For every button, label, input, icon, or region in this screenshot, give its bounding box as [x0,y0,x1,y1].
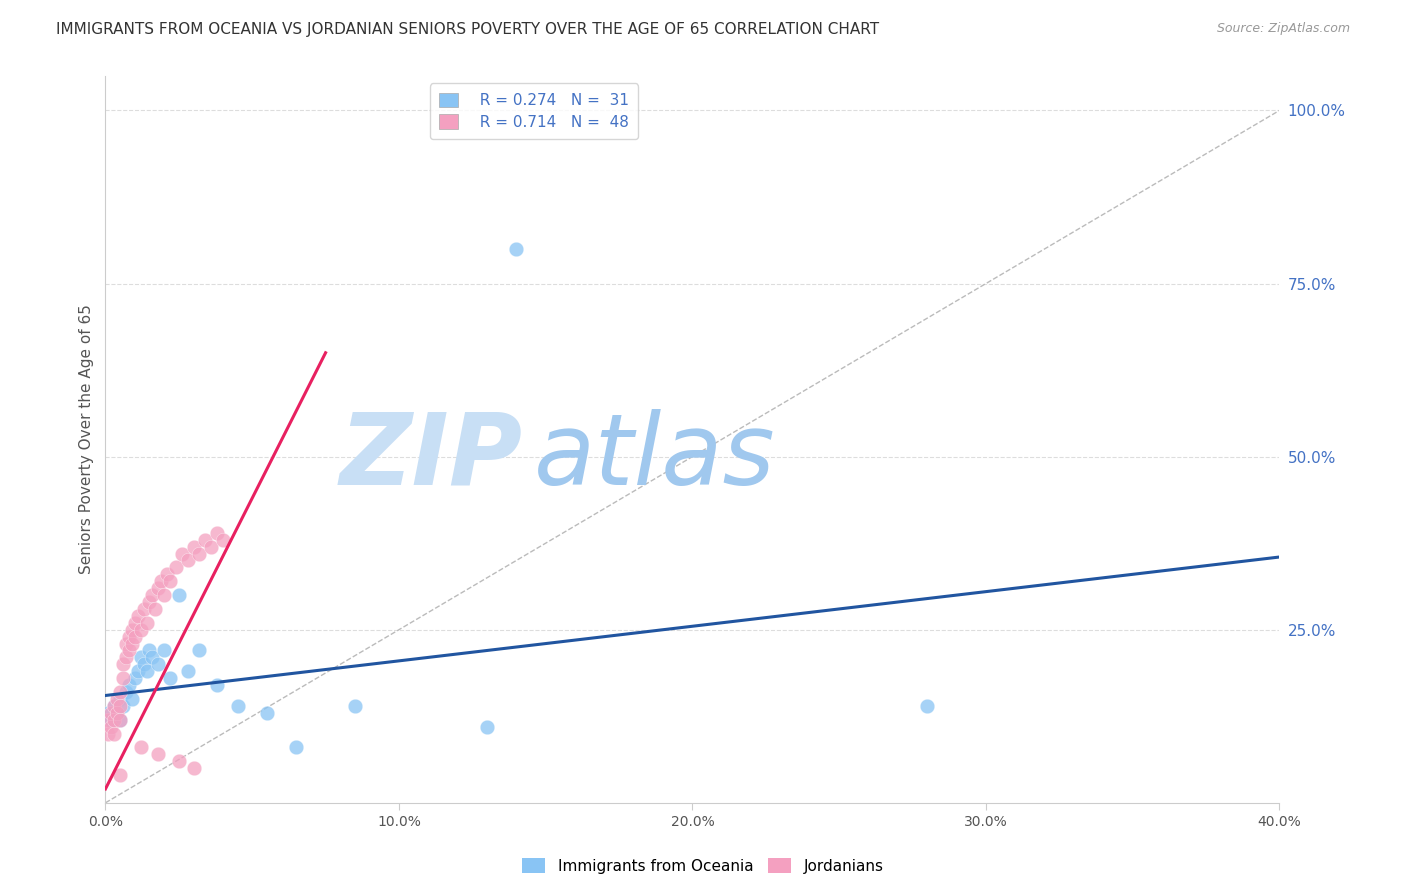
Point [170,547,193,561]
Point [118,678,141,692]
Point [124,615,146,630]
Point [103,726,125,740]
Point [141,650,163,665]
Point [100,720,122,734]
Point [505,242,527,256]
Point [108,698,131,713]
Point [211,533,233,547]
Point [118,630,141,644]
Point [108,692,131,706]
Point [100,713,122,727]
Point [103,698,125,713]
Point [143,602,166,616]
Point [103,698,125,713]
Point [97,706,120,720]
Point [148,657,170,672]
Point [129,650,152,665]
Point [115,636,138,650]
Point [205,678,228,692]
Point [285,740,308,755]
Point [97,726,120,740]
Point [159,574,181,589]
Point [917,698,939,713]
Point [138,643,160,657]
Legend:   R = 0.274   N =  31,   R = 0.714   N =  48: R = 0.274 N = 31, R = 0.714 N = 48 [430,84,638,139]
Point [127,608,149,623]
Point [167,754,190,768]
Point [194,533,217,547]
Point [475,720,498,734]
Point [200,540,222,554]
Point [115,685,138,699]
Point [108,713,131,727]
Point [156,567,179,582]
Point [132,602,155,616]
Point [188,547,211,561]
Point [165,560,187,574]
Point [108,713,131,727]
Point [176,553,198,567]
Point [112,671,135,685]
Point [127,665,149,679]
Point [132,657,155,672]
Legend: Immigrants from Oceania, Jordanians: Immigrants from Oceania, Jordanians [516,852,890,880]
Point [176,665,198,679]
Point [112,698,135,713]
Point [141,588,163,602]
Point [105,692,128,706]
Point [121,623,143,637]
Point [108,768,131,782]
Point [121,692,143,706]
Point [148,747,170,762]
Point [138,595,160,609]
Point [153,588,176,602]
Point [103,713,125,727]
Point [105,706,128,720]
Point [343,698,366,713]
Point [108,685,131,699]
Point [188,643,211,657]
Point [205,525,228,540]
Point [135,665,157,679]
Text: ZIP: ZIP [339,409,522,506]
Y-axis label: Seniors Poverty Over the Age of 65: Seniors Poverty Over the Age of 65 [79,304,94,574]
Point [135,615,157,630]
Text: atlas: atlas [534,409,776,506]
Point [100,706,122,720]
Point [226,698,249,713]
Point [183,761,205,775]
Point [256,706,278,720]
Point [129,740,152,755]
Point [121,636,143,650]
Point [118,643,141,657]
Point [148,581,170,595]
Point [129,623,152,637]
Point [124,630,146,644]
Text: Source: ZipAtlas.com: Source: ZipAtlas.com [1216,22,1350,36]
Point [97,713,120,727]
Point [112,657,135,672]
Point [159,671,181,685]
Point [167,588,190,602]
Point [183,540,205,554]
Point [124,671,146,685]
Point [153,643,176,657]
Text: IMMIGRANTS FROM OCEANIA VS JORDANIAN SENIORS POVERTY OVER THE AGE OF 65 CORRELAT: IMMIGRANTS FROM OCEANIA VS JORDANIAN SEN… [56,22,879,37]
Point [105,706,128,720]
Point [150,574,173,589]
Point [115,650,138,665]
